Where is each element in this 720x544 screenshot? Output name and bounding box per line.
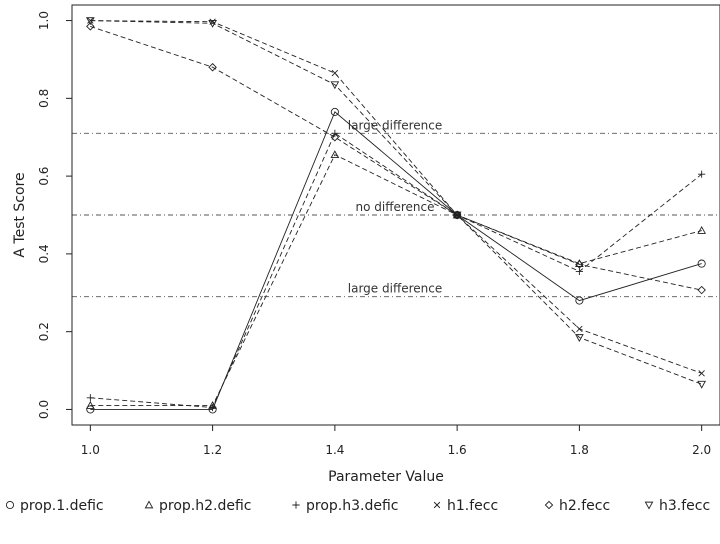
point-prop.1.defic-5 [697, 259, 706, 268]
point-prop.h3.defic-0 [86, 394, 94, 402]
legend-label-prop.h2.defic: prop.h2.defic [159, 498, 251, 514]
point-h1.fecc-4 [576, 325, 583, 333]
point-h1.fecc-5 [698, 370, 705, 377]
point-prop.h3.defic-1 [209, 403, 217, 412]
series-line-prop.h2.defic [90, 154, 702, 407]
x-tick-label-1: 1.2 [203, 443, 222, 457]
point-prop.1.defic-2 [330, 107, 339, 116]
series-line-prop.h3.defic [90, 132, 702, 408]
point-h3.fecc-1 [208, 19, 217, 28]
point-prop.h3.defic-5 [698, 170, 706, 178]
y-tick-label-2: 0.4 [37, 244, 51, 263]
y-tick-label-4: 0.8 [37, 89, 51, 108]
point-h2.fecc-5 [697, 285, 706, 295]
y-tick-label-0: 0.0 [37, 400, 51, 419]
legend-label-h3.fecc: h3.fecc [659, 498, 710, 514]
y-tick-label-1: 0.2 [37, 322, 51, 341]
x-axis-title: Parameter Value [328, 469, 444, 485]
y-axis: 0.0 0.2 0.4 0.6 0.8 1.0 [37, 11, 73, 419]
point-h2.fecc-1 [208, 62, 217, 72]
y-axis-title: A Test Score [12, 172, 28, 257]
point-prop.h3.defic-4 [575, 267, 583, 275]
legend-label-h1.fecc: h1.fecc [447, 498, 498, 514]
y-tick-label-3: 0.6 [37, 167, 51, 186]
x-tick-label-2: 1.4 [325, 443, 344, 457]
series-line-h1.fecc [90, 20, 702, 374]
point-h3.fecc-0 [85, 17, 95, 26]
point-h3.fecc-3 [452, 211, 462, 220]
legend-marker-h1.fecc [433, 501, 441, 509]
reference-line-label-1: no difference [355, 200, 434, 214]
reference-line-label-2: large difference [348, 282, 442, 296]
y-tick-label-5: 1.0 [37, 11, 51, 30]
series-line-prop.1.defic [90, 111, 702, 410]
point-prop.h2.defic-0 [85, 401, 95, 409]
legend-label-prop.1.defic: prop.1.defic [20, 498, 104, 514]
legend-marker-h3.fecc [644, 501, 654, 510]
x-tick-label-3: 1.6 [448, 443, 467, 457]
point-h2.fecc-0 [86, 22, 95, 31]
x-tick-label-4: 1.8 [570, 443, 589, 457]
point-h3.fecc-5 [697, 380, 707, 389]
point-h1.fecc-2 [331, 69, 339, 77]
legend-marker-h2.fecc [544, 500, 554, 510]
point-prop.h2.defic-2 [330, 150, 340, 159]
point-prop.h2.defic-5 [697, 226, 707, 234]
x-tick-label-0: 1.0 [81, 443, 100, 457]
point-prop.1.defic-4 [575, 296, 584, 305]
series-line-h2.fecc [90, 25, 702, 291]
legend: prop.1.defic prop.h2.defic prop.h3.defic h1… [5, 498, 710, 514]
point-h2.fecc-2 [330, 132, 340, 142]
legend-marker-prop.h3.defic [292, 501, 300, 509]
reference-line-label-0: large difference [348, 118, 442, 132]
legend-marker-prop.1.defic [5, 500, 15, 510]
series-line-h3.fecc [90, 20, 702, 385]
legend-label-prop.h3.defic: prop.h3.defic [306, 498, 398, 514]
x-tick-label-5: 2.0 [692, 443, 711, 457]
legend-label-h2.fecc: h2.fecc [559, 498, 610, 514]
x-axis: 1.0 1.2 1.4 1.6 1.8 2.0 [81, 424, 711, 457]
point-h3.fecc-4 [575, 334, 584, 343]
point-h3.fecc-2 [330, 81, 340, 90]
series-lines [85, 17, 707, 414]
legend-marker-prop.h2.defic [144, 500, 154, 509]
point-h2.fecc-4 [575, 260, 584, 269]
reference-lines: large difference no difference large diffe… [72, 118, 720, 298]
